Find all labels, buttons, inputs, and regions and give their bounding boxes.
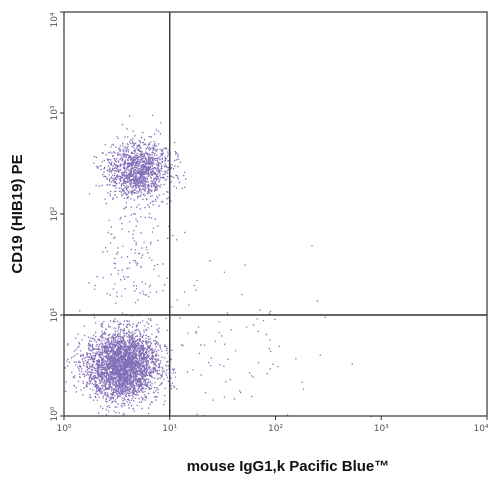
x-tick-label: 10⁴ (473, 424, 488, 434)
x-axis-ticks: 10⁰ 10¹ 10² 10³ 10⁴ (56, 416, 489, 434)
event-dots (64, 114, 372, 418)
x-tick-label: 10¹ (162, 424, 177, 434)
y-tick-label: 10³ (50, 105, 60, 120)
y-axis-title: CD19 (HIB19) PE (9, 154, 26, 273)
plot-frame (63, 11, 488, 417)
x-tick-label: 10³ (374, 424, 389, 434)
x-tick-label: 10⁰ (56, 424, 71, 434)
y-tick-label: 10² (50, 206, 60, 221)
y-axis-ticks: 10⁰ 10¹ 10² 10³ 10⁴ (50, 11, 64, 422)
y-tick-label: 10⁰ (50, 406, 60, 421)
y-tick-label: 10⁴ (50, 12, 60, 27)
x-axis-title: mouse IgG1,k Pacific Blue™ (187, 458, 390, 475)
x-tick-label: 10² (268, 424, 283, 434)
y-tick-label: 10¹ (50, 307, 60, 322)
event-points (64, 114, 372, 418)
